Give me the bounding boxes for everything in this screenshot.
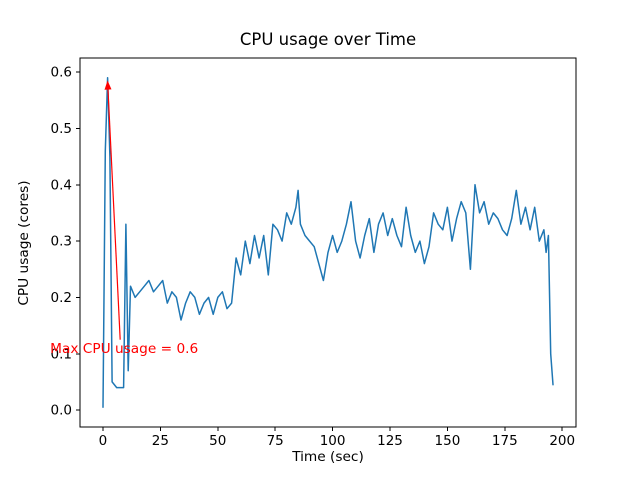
x-tick-label: 0 [99,433,108,449]
x-tick-label: 100 [320,433,346,449]
x-tick-label: 200 [549,433,575,449]
y-tick-label: 0.5 [51,121,72,137]
x-axis-label: Time (sec) [292,449,364,465]
x-tick-label: 25 [152,433,169,449]
chart-title: CPU usage over Time [239,30,417,49]
axes-frame [79,57,577,428]
y-tick-label: 0.6 [51,65,72,81]
x-tick-label: 50 [209,433,226,449]
annotation-arrow-head [104,80,112,90]
x-tick-label: 125 [377,433,403,449]
y-tick-label: 0.3 [51,234,72,250]
x-tick-label: 150 [435,433,461,449]
max-annotation-text: Max CPU usage = 0.6 [50,341,199,358]
annotation-arrow-line [107,89,121,340]
y-tick-label: 0.0 [51,403,72,419]
x-tick-label: 75 [267,433,284,449]
y-tick-label: 0.2 [51,290,72,306]
y-tick-label: 0.1 [51,346,72,362]
y-axis-label: CPU usage (cores) [16,180,32,306]
cpu-usage-line [102,76,554,409]
x-tick-label: 175 [492,433,518,449]
y-tick-label: 0.4 [51,177,72,193]
